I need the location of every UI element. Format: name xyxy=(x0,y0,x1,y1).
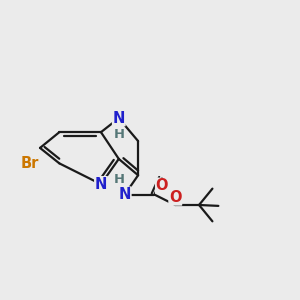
Text: N: N xyxy=(118,187,131,202)
Text: N: N xyxy=(95,177,107,192)
Text: N: N xyxy=(112,111,125,126)
Text: H: H xyxy=(114,128,125,141)
Text: O: O xyxy=(156,178,168,193)
Text: Br: Br xyxy=(21,156,39,171)
Text: O: O xyxy=(169,190,182,205)
Text: H: H xyxy=(114,173,125,186)
